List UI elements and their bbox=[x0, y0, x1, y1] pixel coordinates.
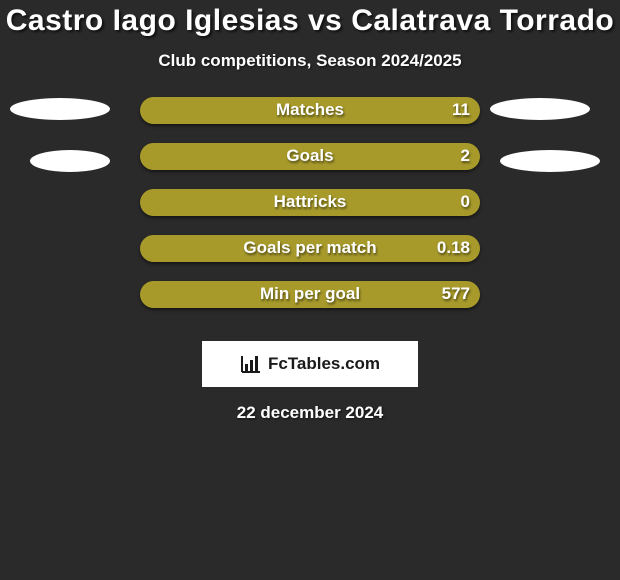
stat-row: Min per goal577 bbox=[140, 281, 480, 308]
stat-value: 0 bbox=[461, 192, 470, 212]
stat-row: Goals2 bbox=[140, 143, 480, 170]
player-marker-ellipse bbox=[500, 150, 600, 172]
stat-value: 11 bbox=[452, 100, 470, 120]
stats-card: Castro Iago Iglesias vs Calatrava Torrad… bbox=[0, 0, 620, 580]
stat-label: Goals bbox=[140, 146, 480, 166]
barchart-icon bbox=[240, 354, 262, 374]
stat-value: 2 bbox=[461, 146, 470, 166]
player-marker-ellipse bbox=[10, 98, 110, 120]
page-title: Castro Iago Iglesias vs Calatrava Torrad… bbox=[0, 4, 620, 37]
source-badge[interactable]: FcTables.com bbox=[202, 341, 418, 387]
subtitle: Club competitions, Season 2024/2025 bbox=[0, 51, 620, 71]
stat-label: Matches bbox=[140, 100, 480, 120]
stat-label: Goals per match bbox=[140, 238, 480, 258]
stat-value: 0.18 bbox=[437, 238, 470, 258]
comparison-chart: Matches11 Goals2 Hattricks0 Goals per match… bbox=[0, 97, 620, 317]
stat-label: Hattricks bbox=[140, 192, 480, 212]
stat-row: Goals per match0.18 bbox=[140, 235, 480, 262]
stat-label: Min per goal bbox=[140, 284, 480, 304]
date-label: 22 december 2024 bbox=[0, 403, 620, 423]
stat-value: 577 bbox=[442, 284, 470, 304]
player-marker-ellipse bbox=[490, 98, 590, 120]
source-badge-text: FcTables.com bbox=[268, 354, 380, 374]
player-marker-ellipse bbox=[30, 150, 110, 172]
stat-row: Matches11 bbox=[140, 97, 480, 124]
stat-row: Hattricks0 bbox=[140, 189, 480, 216]
